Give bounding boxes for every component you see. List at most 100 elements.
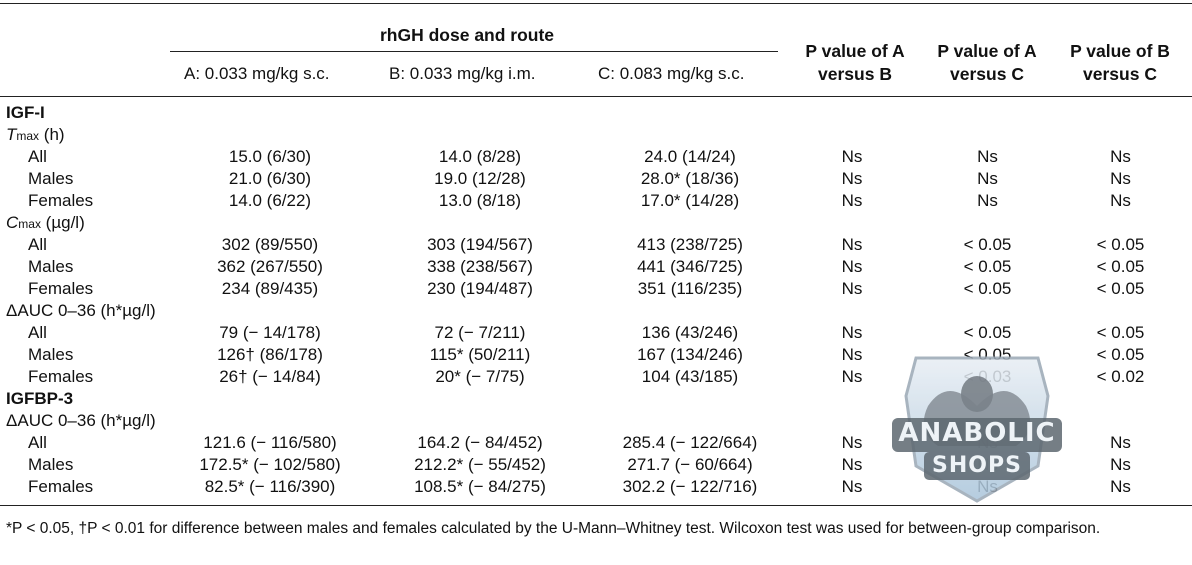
table-cell-a: 21.0 (6/30) xyxy=(228,169,312,188)
table-cell-pbc: Ns xyxy=(1110,455,1131,474)
footnote: *P < 0.05, †P < 0.01 for difference betw… xyxy=(6,520,1101,537)
table-cell-pab: Ns xyxy=(841,257,863,276)
table-cell-c: 104 (43/185) xyxy=(641,367,739,386)
tmax-symbol: T xyxy=(6,125,17,144)
group-rule xyxy=(170,51,778,52)
table-cell-pac: Ns xyxy=(977,191,998,210)
row-label: Females xyxy=(28,367,94,386)
table-cell-pac: Ns xyxy=(977,169,998,188)
col-header-p-bc: P value of B versus C xyxy=(1060,40,1180,86)
table-cell-c: 351 (116/235) xyxy=(637,279,743,298)
table-cell-pbc: Ns xyxy=(1110,433,1131,452)
table-cell-pbc: Ns xyxy=(1110,191,1131,210)
table-cell-a: 15.0 (6/30) xyxy=(228,147,312,166)
row-label: All xyxy=(28,323,47,342)
table-cell-pbc: < 0.05 xyxy=(1096,279,1145,298)
table-cell-pac: < 0.05 xyxy=(963,323,1012,342)
table-cell-b: 108.5* (− 84/275) xyxy=(414,477,546,496)
table-cell-pab: Ns xyxy=(841,323,863,342)
table-cell-a: 234 (89/435) xyxy=(221,279,319,298)
table-cell-a: 82.5* (− 116/390) xyxy=(204,477,336,496)
table-cell-b: 20* (− 7/75) xyxy=(435,367,525,386)
table-cell-pbc: < 0.05 xyxy=(1096,235,1145,254)
anabolic-shops-watermark: ANABOLIC SHOPS xyxy=(888,336,1066,506)
table-cell-c: 413 (238/725) xyxy=(637,235,743,254)
table-cell-b: 14.0 (8/28) xyxy=(438,147,522,166)
cmax-subscript: max xyxy=(18,217,41,231)
col-header-p-ac: P value of A versus C xyxy=(927,40,1047,86)
row-label: Males xyxy=(28,257,74,276)
table-cell-c: 167 (134/246) xyxy=(637,345,743,364)
table-cell-c: 271.7 (− 60/664) xyxy=(627,455,753,474)
row-label: Females xyxy=(28,191,94,210)
table-cell-b: 115* (50/211) xyxy=(429,345,531,364)
table-cell-c: 24.0 (14/24) xyxy=(644,147,736,166)
col-header-b: B: 0.033 mg/kg i.m. xyxy=(389,64,536,83)
table-cell-pbc: < 0.05 xyxy=(1096,345,1145,364)
row-label: Males xyxy=(28,345,74,364)
table-cell-b: 72 (− 7/211) xyxy=(434,323,526,342)
table-cell-a: 14.0 (6/22) xyxy=(228,191,312,210)
section-igf1: IGF-I xyxy=(6,103,45,122)
table-cell-b: 212.2* (− 55/452) xyxy=(414,455,546,474)
table-cell-c: 441 (346/725) xyxy=(637,257,743,276)
row-label: Males xyxy=(28,455,74,474)
top-rule xyxy=(0,3,1192,4)
table-cell-pbc: < 0.05 xyxy=(1096,257,1145,276)
table-cell-pab: Ns xyxy=(841,235,863,254)
table-cell-c: 136 (43/246) xyxy=(641,323,739,342)
table-cell-a: 121.6 (− 116/580) xyxy=(203,433,337,452)
table-bottom-rule xyxy=(0,505,1192,506)
table-cell-pab: Ns xyxy=(841,455,863,474)
row-label: All xyxy=(28,235,47,254)
row-label: Males xyxy=(28,169,74,188)
table-cell-pab: Ns xyxy=(841,279,863,298)
table-cell-pbc: Ns xyxy=(1110,169,1131,188)
watermark-text-1: ANABOLIC xyxy=(898,418,1056,448)
watermark-text-2: SHOPS xyxy=(932,453,1022,478)
table-cell-b: 303 (194/567) xyxy=(427,235,533,254)
table-cell-pab: Ns xyxy=(841,345,863,364)
table-cell-c: 28.0* (18/36) xyxy=(640,169,740,188)
table-cell-a: 126† (86/178) xyxy=(217,345,323,364)
table-cell-pab: Ns xyxy=(841,433,863,452)
table-cell-pab: Ns xyxy=(841,191,863,210)
param-auc-igfbp3: ΔAUC 0–36 (h*µg/l) xyxy=(6,411,156,430)
table-cell-pab: Ns xyxy=(841,367,863,386)
cmax-symbol: C xyxy=(6,213,19,232)
table-cell-b: 230 (194/487) xyxy=(427,279,533,298)
tmax-unit: (h) xyxy=(39,125,65,144)
p-ab-line2: versus B xyxy=(818,64,892,84)
p-ab-line1: P value of A xyxy=(805,41,905,61)
table-cell-pab: Ns xyxy=(841,169,863,188)
p-bc-line1: P value of B xyxy=(1070,41,1170,61)
group-title: rhGH dose and route xyxy=(380,25,555,45)
col-header-a: A: 0.033 mg/kg s.c. xyxy=(184,64,330,83)
table-cell-a: 362 (267/550) xyxy=(217,257,323,276)
table-cell-a: 79 (− 14/178) xyxy=(219,323,321,342)
col-header-c: C: 0.083 mg/kg s.c. xyxy=(598,64,745,83)
param-tmax: Tmax (h) xyxy=(6,124,65,147)
header-bottom-rule xyxy=(0,96,1192,97)
row-label: All xyxy=(28,147,47,166)
param-auc-igf1: ΔAUC 0–36 (h*µg/l) xyxy=(6,301,156,320)
table-cell-pac: < 0.05 xyxy=(963,235,1012,254)
param-cmax: Cmax (µg/l) xyxy=(6,212,85,235)
p-ac-line2: versus C xyxy=(950,64,1024,84)
table-cell-pab: Ns xyxy=(841,147,863,166)
table-cell-a: 302 (89/550) xyxy=(221,235,319,254)
section-igfbp3: IGFBP-3 xyxy=(6,389,74,408)
row-label: Females xyxy=(28,477,94,496)
p-ac-line1: P value of A xyxy=(937,41,1037,61)
table-cell-b: 164.2 (− 84/452) xyxy=(417,433,543,452)
table-cell-pac: < 0.05 xyxy=(963,279,1012,298)
row-label: All xyxy=(28,433,47,452)
col-header-p-ab: P value of A versus B xyxy=(795,40,915,86)
table-cell-c: 302.2 (− 122/716) xyxy=(622,477,758,496)
table-cell-pac: < 0.05 xyxy=(963,257,1012,276)
tmax-subscript: max xyxy=(16,129,40,143)
table-cell-a: 172.5* (− 102/580) xyxy=(199,455,341,474)
table-cell-c: 285.4 (− 122/664) xyxy=(622,433,758,452)
table-cell-pbc: Ns xyxy=(1110,147,1131,166)
table-cell-c: 17.0* (14/28) xyxy=(640,191,740,210)
